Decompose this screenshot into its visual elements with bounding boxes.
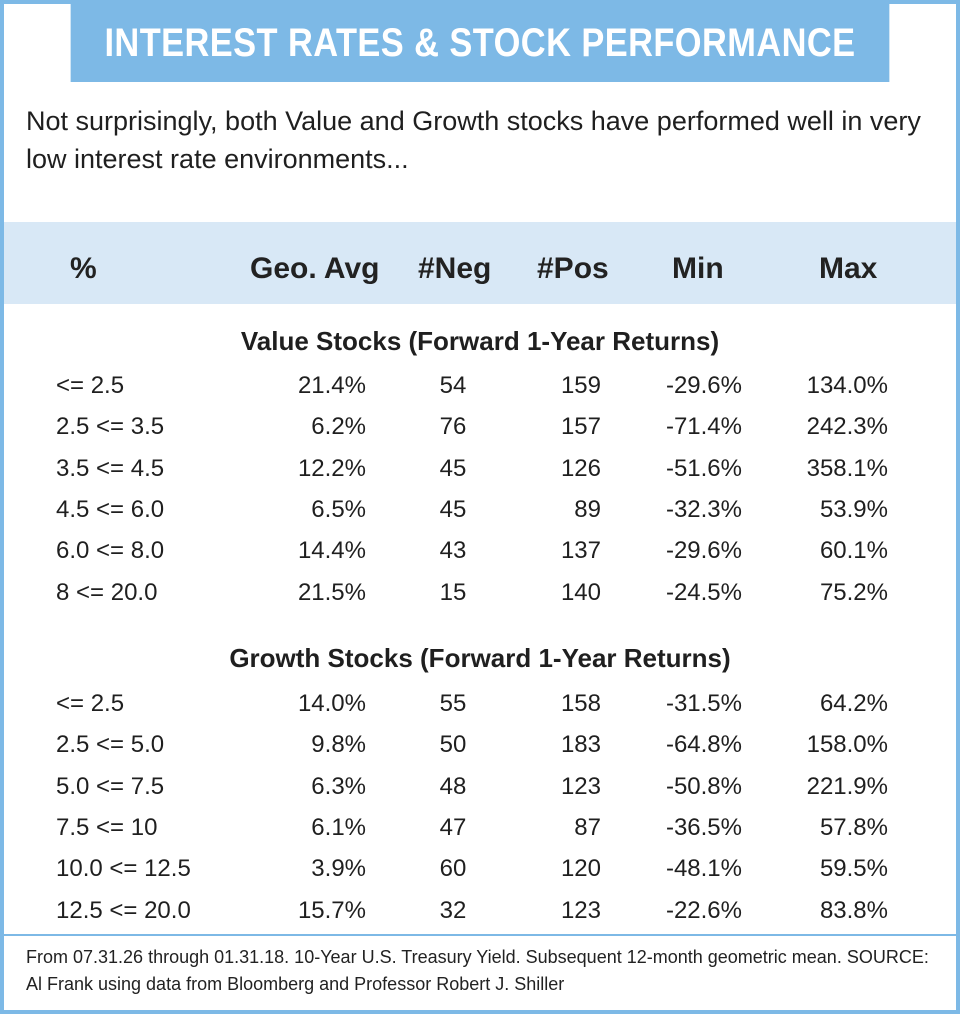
geo-avg-cell: 15.7% <box>297 896 366 924</box>
neg-count-cell: 60 <box>439 855 467 883</box>
table-row: 7.5 <= 10 6.1% 47 87 -36.5% 57.8% <box>4 808 956 848</box>
geo-avg-cell: 21.4% <box>297 372 366 399</box>
rate-range-cell: <= 2.5 <box>56 372 125 399</box>
pos-count-cell: 137 <box>560 537 601 565</box>
min-cell: -48.1% <box>665 855 742 883</box>
neg-count-cell: 45 <box>439 495 467 523</box>
pos-count-cell: 140 <box>560 578 601 606</box>
column-header-neg: #Neg <box>418 252 492 285</box>
min-cell: -22.6% <box>665 896 742 924</box>
max-cell: 59.5% <box>819 855 888 883</box>
table-row: 2.5 <= 5.0 9.8% 50 183 -64.8% 158.0% <box>4 725 956 765</box>
geo-avg-cell: 6.5% <box>311 495 366 523</box>
banner-title: INTEREST RATES & STOCK PERFORMANCE <box>70 4 890 82</box>
rate-range-cell: 8 <= 20.0 <box>56 578 158 606</box>
pos-count-cell: 123 <box>560 772 601 800</box>
neg-count-cell: 15 <box>439 578 467 606</box>
rate-range-cell: 2.5 <= 5.0 <box>56 731 165 759</box>
min-cell: -50.8% <box>665 772 742 800</box>
max-cell: 75.2% <box>819 578 888 606</box>
rate-range-cell: 6.0 <= 8.0 <box>56 537 165 565</box>
column-header-pos: #Pos <box>537 252 609 285</box>
min-cell: -51.6% <box>665 454 742 482</box>
column-header-percent: % <box>70 252 97 285</box>
section-title: Value Stocks (Forward 1-Year Returns) <box>240 326 720 356</box>
section-title: Growth Stocks (Forward 1-Year Returns) <box>229 643 731 673</box>
geo-avg-cell: 3.9% <box>311 855 366 883</box>
table-row: 6.0 <= 8.0 14.4% 43 137 -29.6% 60.1% <box>4 531 956 571</box>
table-row: <= 2.5 21.4% 54 159 -29.6% 134.0% <box>4 366 956 406</box>
pos-count-cell: 157 <box>560 413 601 441</box>
max-cell: 64.2% <box>819 690 888 717</box>
neg-count-cell: 55 <box>439 690 467 717</box>
rate-range-cell: 7.5 <= 10 <box>56 813 158 841</box>
max-cell: 358.1% <box>806 454 888 482</box>
column-header-min: Min <box>672 252 724 285</box>
pos-count-cell: 123 <box>560 896 601 924</box>
rate-range-cell: 3.5 <= 4.5 <box>56 454 165 482</box>
intro-text: Not surprisingly, both Value and Growth … <box>26 106 921 174</box>
geo-avg-cell: 9.8% <box>311 731 366 759</box>
rate-range-cell: 12.5 <= 20.0 <box>56 896 191 924</box>
pos-count-cell: 89 <box>574 495 601 523</box>
geo-avg-cell: 14.0% <box>297 690 366 717</box>
pos-count-cell: 158 <box>560 690 601 717</box>
table-row: 4.5 <= 6.0 6.5% 45 89 -32.3% 53.9% <box>4 490 956 530</box>
geo-avg-cell: 6.3% <box>311 772 366 800</box>
table-row: 8 <= 20.0 21.5% 15 140 -24.5% 75.2% <box>4 573 956 613</box>
table-row: 5.0 <= 7.5 6.3% 48 123 -50.8% 221.9% <box>4 767 956 807</box>
column-header-geo-avg: Geo. Avg <box>250 252 380 285</box>
neg-count-cell: 43 <box>439 537 467 565</box>
geo-avg-cell: 6.1% <box>311 813 366 841</box>
table-row: 12.5 <= 20.0 15.7% 32 123 -22.6% 83.8% <box>4 891 956 931</box>
max-cell: 158.0% <box>806 731 888 759</box>
min-cell: -32.3% <box>665 495 742 523</box>
pos-count-cell: 126 <box>560 454 601 482</box>
column-header-max: Max <box>819 252 878 285</box>
pos-count-cell: 87 <box>574 813 601 841</box>
max-cell: 134.0% <box>806 372 888 399</box>
min-cell: -36.5% <box>665 813 742 841</box>
geo-avg-cell: 14.4% <box>297 537 366 565</box>
min-cell: -29.6% <box>665 372 742 399</box>
table-row: 2.5 <= 3.5 6.2% 76 157 -71.4% 242.3% <box>4 407 956 447</box>
max-cell: 83.8% <box>819 896 888 924</box>
neg-count-cell: 45 <box>439 454 467 482</box>
min-cell: -71.4% <box>665 413 742 441</box>
table-header: % Geo. Avg #Neg #Pos Min Max <box>4 222 956 304</box>
min-cell: -29.6% <box>665 537 742 565</box>
footnote: From 07.31.26 through 01.31.18. 10-Year … <box>4 934 956 1010</box>
table-row: <= 2.5 14.0% 55 158 -31.5% 64.2% <box>4 684 956 724</box>
rate-range-cell: 10.0 <= 12.5 <box>56 855 191 883</box>
pos-count-cell: 183 <box>560 731 601 759</box>
max-cell: 242.3% <box>806 413 888 441</box>
rate-range-cell: 5.0 <= 7.5 <box>56 772 165 800</box>
max-cell: 57.8% <box>819 813 888 841</box>
max-cell: 53.9% <box>819 495 888 523</box>
neg-count-cell: 48 <box>439 772 467 800</box>
min-cell: -31.5% <box>665 690 742 717</box>
neg-count-cell: 32 <box>439 896 467 924</box>
max-cell: 60.1% <box>819 537 888 565</box>
pos-count-cell: 120 <box>560 855 601 883</box>
min-cell: -24.5% <box>665 578 742 606</box>
geo-avg-cell: 12.2% <box>297 454 366 482</box>
geo-avg-cell: 21.5% <box>297 578 366 606</box>
neg-count-cell: 54 <box>439 372 467 399</box>
max-cell: 221.9% <box>806 772 888 800</box>
pos-count-cell: 159 <box>560 372 601 399</box>
table-row: 10.0 <= 12.5 3.9% 60 120 -48.1% 59.5% <box>4 849 956 889</box>
neg-count-cell: 76 <box>439 413 467 441</box>
rate-range-cell: <= 2.5 <box>56 690 125 717</box>
neg-count-cell: 50 <box>439 731 467 759</box>
rate-range-cell: 2.5 <= 3.5 <box>56 413 165 441</box>
geo-avg-cell: 6.2% <box>311 413 366 441</box>
rate-range-cell: 4.5 <= 6.0 <box>56 495 165 523</box>
min-cell: -64.8% <box>665 731 742 759</box>
table-row: 3.5 <= 4.5 12.2% 45 126 -51.6% 358.1% <box>4 449 956 489</box>
neg-count-cell: 47 <box>439 813 467 841</box>
